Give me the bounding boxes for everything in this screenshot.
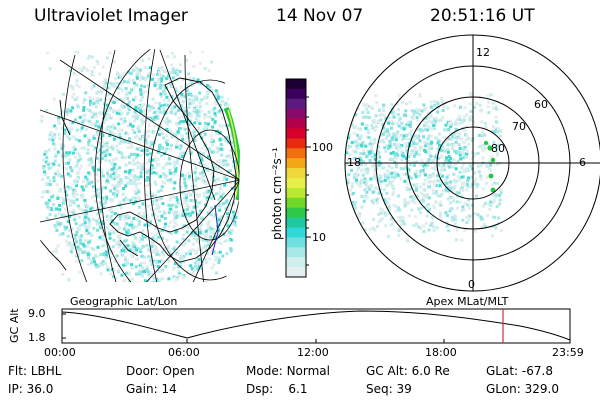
colorbar-swatch xyxy=(286,108,306,120)
colorbar-tick-100: 100 xyxy=(312,141,333,154)
altitude-xtick-1800: 18:00 xyxy=(425,346,457,359)
polar-mlat-mlt-plot xyxy=(344,34,600,292)
colorbar xyxy=(286,79,306,278)
colorbar-swatch xyxy=(286,267,306,278)
colorbar-swatch xyxy=(286,138,306,149)
colorbar-swatch xyxy=(286,257,306,268)
info-seq: Seq: 39 xyxy=(366,382,412,396)
info-door: Door: Open xyxy=(126,364,195,378)
uv-pixel-layer-polar xyxy=(345,92,503,243)
altitude-xtick-2359: 23:59 xyxy=(552,346,584,359)
colorbar-swatch xyxy=(286,217,306,229)
altitude-plot xyxy=(61,308,571,344)
altitude-ytick-9: 9.0 xyxy=(28,307,46,320)
info-flt: Flt: LBHL xyxy=(8,364,62,378)
polar-aurora-dots xyxy=(484,141,496,193)
colorbar-swatch xyxy=(286,118,306,130)
info-glon: GLon: 329.0 xyxy=(486,382,559,396)
colorbar-tick-10: 10 xyxy=(312,231,326,244)
observation-time: 20:51:16 UT xyxy=(430,6,535,26)
polar-mlt-label-12: 12 xyxy=(476,46,490,59)
polar-mlt-label-18: 18 xyxy=(347,156,361,169)
info-ip: IP: 36.0 xyxy=(8,382,54,396)
colorbar-swatch xyxy=(286,197,306,209)
colorbar-swatch xyxy=(286,128,306,139)
uv-pixel-layer xyxy=(40,50,240,282)
colorbar-swatch xyxy=(286,207,306,219)
altitude-xtick-0600: 06:00 xyxy=(168,346,200,359)
colorbar-swatch xyxy=(286,98,306,110)
polar-mlt-label-6: 6 xyxy=(579,156,586,169)
polar-lat-label-60: 60 xyxy=(534,98,548,111)
altitude-ytick-1.8: 1.8 xyxy=(28,331,46,344)
colorbar-swatch xyxy=(286,168,306,179)
altitude-curve xyxy=(61,310,571,341)
colorbar-swatch xyxy=(286,237,306,248)
colorbar-swatch xyxy=(286,247,306,258)
colorbar-swatch xyxy=(286,227,306,238)
info-dsp: Dsp: 6.1 xyxy=(246,382,308,396)
colorbar-swatch xyxy=(286,187,306,199)
colorbar-swatch xyxy=(286,148,306,159)
geographic-panel-label: Geographic Lat/Lon xyxy=(70,295,178,308)
apex-panel-label: Apex MLat/MLT xyxy=(426,295,509,308)
colorbar-swatch xyxy=(286,79,306,90)
uv-image-geographic xyxy=(40,48,240,282)
colorbar-swatch xyxy=(286,178,306,189)
colorbar-unit-label: photon cm⁻²s⁻¹ xyxy=(270,147,284,240)
polar-mlt-label-0: 0 xyxy=(468,278,475,291)
info-glat: GLat: -67.8 xyxy=(486,364,553,378)
terminator-line xyxy=(211,204,219,256)
instrument-title: Ultraviolet Imager xyxy=(34,6,188,26)
polar-lat-label-70: 70 xyxy=(512,120,526,133)
geo-grid xyxy=(40,48,240,282)
info-gain: Gain: 14 xyxy=(126,382,177,396)
info-mode: Mode: Normal xyxy=(246,364,330,378)
altitude-xtick-0000: 00:00 xyxy=(44,346,76,359)
colorbar-swatch xyxy=(286,88,306,100)
colorbar-ticks xyxy=(306,96,311,266)
altitude-ylabel: GC Alt xyxy=(8,308,21,343)
observation-date: 14 Nov 07 xyxy=(276,6,364,26)
colorbar-swatch xyxy=(286,158,306,169)
info-gcalt: GC Alt: 6.0 Re xyxy=(366,364,450,378)
polar-lat-label-80: 80 xyxy=(491,142,505,155)
altitude-xtick-1200: 12:00 xyxy=(297,346,329,359)
coastlines xyxy=(40,77,237,271)
